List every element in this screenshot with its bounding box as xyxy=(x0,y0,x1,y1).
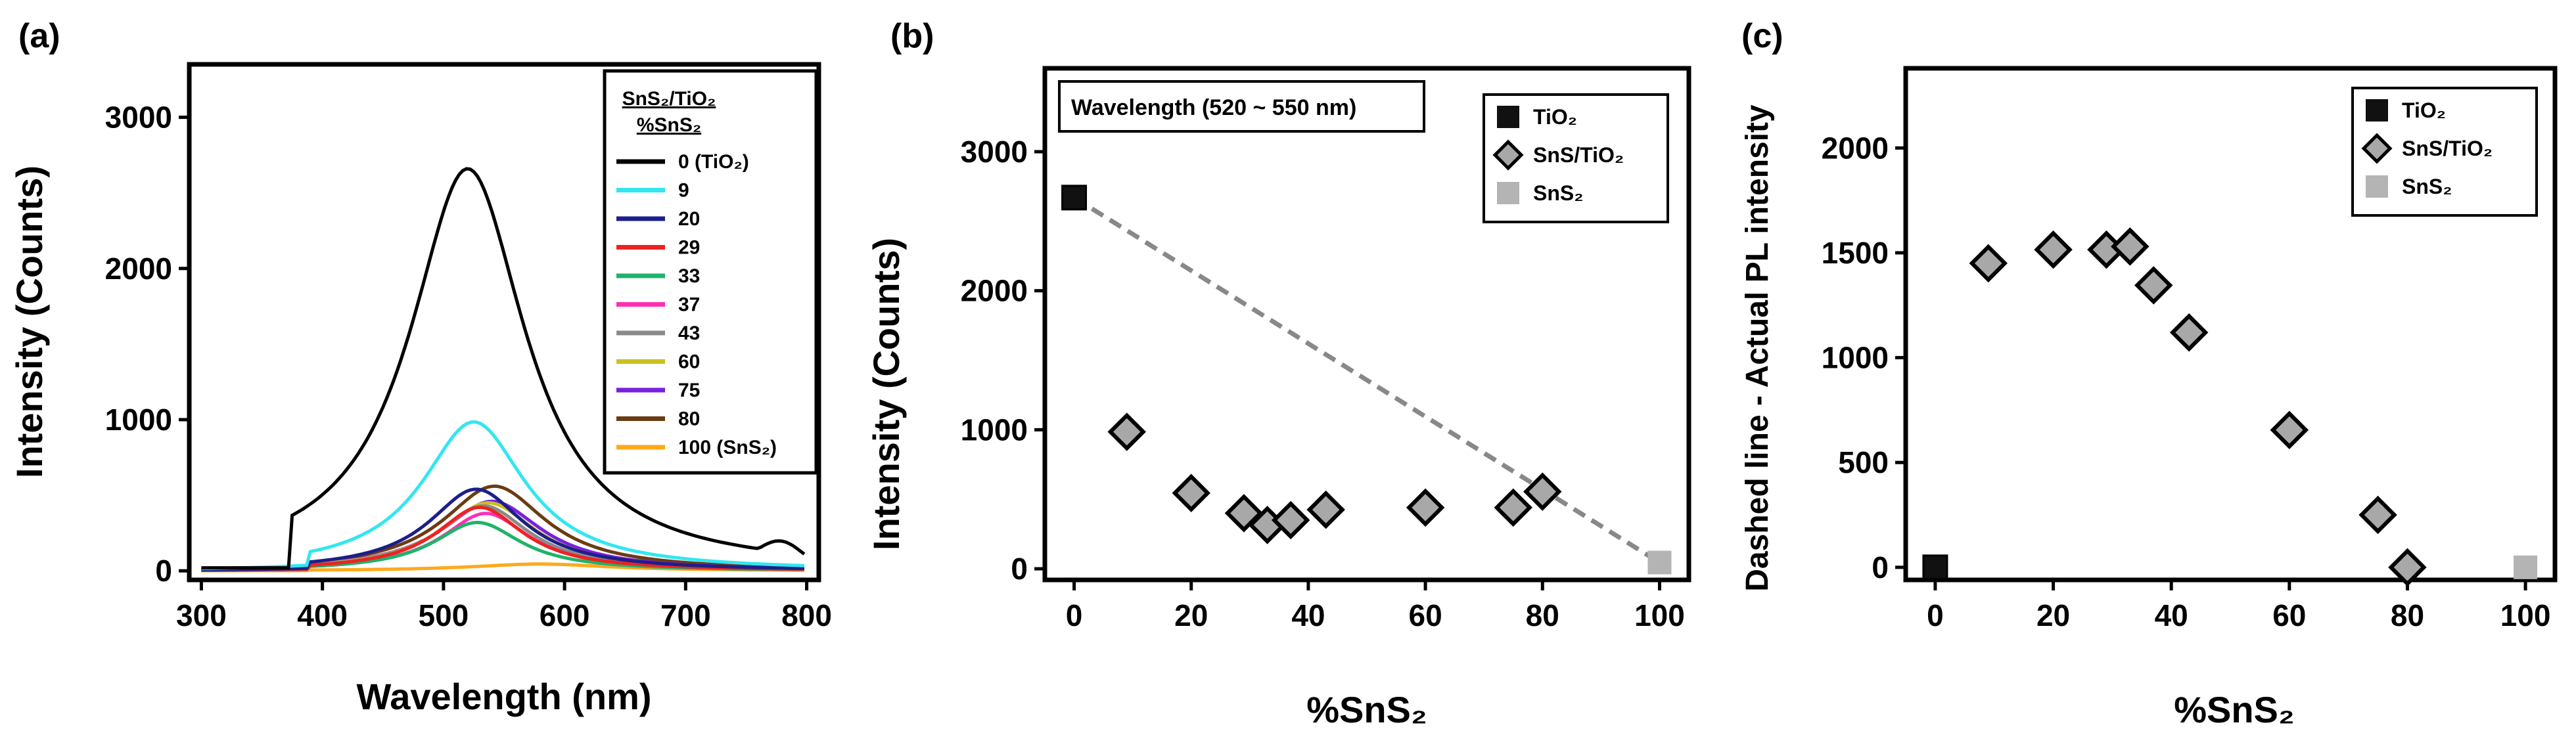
panel-c-y-tick-label: 1000 xyxy=(1822,341,1889,375)
panel-b-legend-label: SnS/TiO₂ xyxy=(1533,143,1624,167)
panel-c-legend-label: SnS/TiO₂ xyxy=(2402,137,2493,160)
panel-a-legend-label: 20 xyxy=(678,208,700,230)
panel-c-legend-square xyxy=(2366,175,2388,198)
panel-c-y-tick-label: 0 xyxy=(1872,550,1889,585)
panel-c-marker-diamond xyxy=(2169,313,2209,352)
panel-b-x-tick-label: 100 xyxy=(1634,598,1685,632)
panel-b-annotation-box xyxy=(1058,80,1425,133)
panel-b-legend-square xyxy=(1497,182,1519,204)
panel-b-annotation: Wavelength (520 ~ 550 nm) xyxy=(1071,95,1356,120)
panel-b-marker-diamond xyxy=(1306,490,1345,529)
panel-a-legend-label: 33 xyxy=(678,265,700,287)
panel-a-label: (a) xyxy=(18,17,60,55)
panel-a-legend-label: 37 xyxy=(678,294,700,316)
panel-a-legend-label: 60 xyxy=(678,351,700,373)
panel-c-marker-diamond xyxy=(1969,244,2008,283)
panel-a-legend-label: 43 xyxy=(678,322,700,344)
panel-b-marker-diamond xyxy=(1172,474,1210,512)
panel-b-marker-diamond xyxy=(1271,500,1310,540)
panel-c-legend-label: TiO₂ xyxy=(2402,99,2446,122)
panel-c-x-tick-label: 20 xyxy=(2036,598,2070,632)
panel-b-legend-square xyxy=(1497,106,1519,128)
panel-b-frame xyxy=(1042,66,1691,583)
panel-c-legend-label: SnS₂ xyxy=(2402,175,2452,198)
panel-c-y-tick-label: 2000 xyxy=(1822,131,1889,165)
panel-a-y-tick-label: 2000 xyxy=(105,252,172,286)
panel-b-marker-diamond xyxy=(1107,412,1146,451)
panel-a-y-axis-label: Intensity (Counts) xyxy=(9,165,50,478)
panel-c-marker-diamond xyxy=(2388,548,2427,587)
panel-b-legend-label: SnS₂ xyxy=(1533,181,1583,205)
panel-b-label: (b) xyxy=(890,17,934,55)
panel-a-series-line xyxy=(201,420,804,571)
panel-a-legend-subtitle: %SnS₂ xyxy=(637,114,701,136)
panel-a-series-line xyxy=(201,487,804,572)
panel-b-marker-diamond xyxy=(1406,488,1445,527)
panel-c: (c) %SnS₂ Dashed line - Actual PL intens… xyxy=(1740,17,2558,730)
panel-a: (a) Wavelength (nm) Intensity (Counts) 3… xyxy=(9,17,832,717)
panel-b-legend-label: TiO₂ xyxy=(1533,105,1577,129)
panel-c-x-tick-label: 40 xyxy=(2155,598,2188,632)
panel-c-x-tick-label: 60 xyxy=(2272,598,2306,632)
panel-b-y-tick-label: 0 xyxy=(1011,552,1028,586)
panel-b-marker-square xyxy=(1647,550,1672,575)
panel-a-legend-label: 100 (SnS₂) xyxy=(678,437,777,458)
panel-c-legend-diamond xyxy=(2361,133,2393,164)
panel-a-x-tick-label: 300 xyxy=(176,598,227,632)
panel-c-marker-diamond xyxy=(2034,230,2073,269)
panel-a-series-line xyxy=(201,167,806,570)
panel-b-x-tick-label: 80 xyxy=(1526,598,1559,632)
panel-a-x-tick-label: 700 xyxy=(660,598,711,632)
panel-b-marker-diamond xyxy=(1494,488,1532,527)
panel-c-label: (c) xyxy=(1741,17,1783,55)
panel-a-y-tick-label: 0 xyxy=(155,554,172,588)
panel-c-x-tick-label: 0 xyxy=(1927,598,1944,632)
panel-c-y-tick-label: 1500 xyxy=(1822,236,1889,270)
panel-a-y-tick-label: 1000 xyxy=(105,403,172,437)
panel-b-y-tick-label: 3000 xyxy=(961,135,1028,169)
panel-a-legend-label: 9 xyxy=(678,180,689,202)
panel-a-legend-title: SnS₂/TiO₂ xyxy=(622,88,716,110)
panel-c-x-axis-label: %SnS₂ xyxy=(2174,689,2295,730)
panel-b-x-axis-label: %SnS₂ xyxy=(1306,689,1427,730)
panel-c-marker-square xyxy=(1922,554,1948,581)
panel-b-marker-diamond xyxy=(1523,472,1562,511)
panel-b: (b) %SnS₂ Intensity (Counts) Wavelength … xyxy=(865,17,1691,730)
panel-c-marker-diamond xyxy=(2270,410,2309,449)
panel-c-frame xyxy=(1903,66,2558,583)
panel-c-marker-diamond xyxy=(2134,266,2173,305)
panel-b-x-tick-label: 0 xyxy=(1066,598,1083,632)
panel-c-x-tick-label: 100 xyxy=(2500,598,2551,632)
panel-a-legend-label: 0 (TiO₂) xyxy=(678,151,749,173)
panel-a-frame xyxy=(187,62,821,583)
panel-b-y-tick-label: 1000 xyxy=(961,412,1028,447)
panel-b-x-tick-label: 40 xyxy=(1291,598,1325,632)
panel-c-y-tick-label: 500 xyxy=(1838,445,1889,479)
panel-a-x-tick-label: 400 xyxy=(297,598,348,632)
panel-a-legend-label: 80 xyxy=(678,408,700,430)
panel-b-y-axis-label: Intensity (Counts) xyxy=(865,238,907,550)
panel-b-dashed-line xyxy=(1072,195,1661,565)
panel-a-x-tick-label: 800 xyxy=(781,598,832,632)
panel-a-legend-box xyxy=(603,69,818,475)
panel-a-x-tick-label: 600 xyxy=(540,598,590,632)
panel-a-x-axis-label: Wavelength (nm) xyxy=(356,676,651,717)
panel-b-x-tick-label: 60 xyxy=(1409,598,1442,632)
panel-c-marker-square xyxy=(2514,555,2538,579)
panel-a-legend-label: 75 xyxy=(678,380,700,401)
panel-c-marker-diamond xyxy=(2111,227,2150,266)
panel-a-y-tick-label: 3000 xyxy=(105,100,172,135)
panel-b-y-tick-label: 2000 xyxy=(961,274,1028,308)
panel-c-y-axis-label: Dashed line - Actual PL intensity xyxy=(1740,104,1775,592)
panel-b-x-tick-label: 20 xyxy=(1174,598,1208,632)
panel-c-legend-square xyxy=(2366,99,2388,121)
panel-b-legend-diamond xyxy=(1492,139,1524,171)
panel-c-x-tick-label: 80 xyxy=(2391,598,2424,632)
panel-a-x-tick-label: 500 xyxy=(419,598,469,632)
panel-b-marker-square xyxy=(1061,185,1088,211)
panel-a-legend-label: 29 xyxy=(678,237,700,259)
panel-c-marker-diamond xyxy=(2358,495,2397,535)
